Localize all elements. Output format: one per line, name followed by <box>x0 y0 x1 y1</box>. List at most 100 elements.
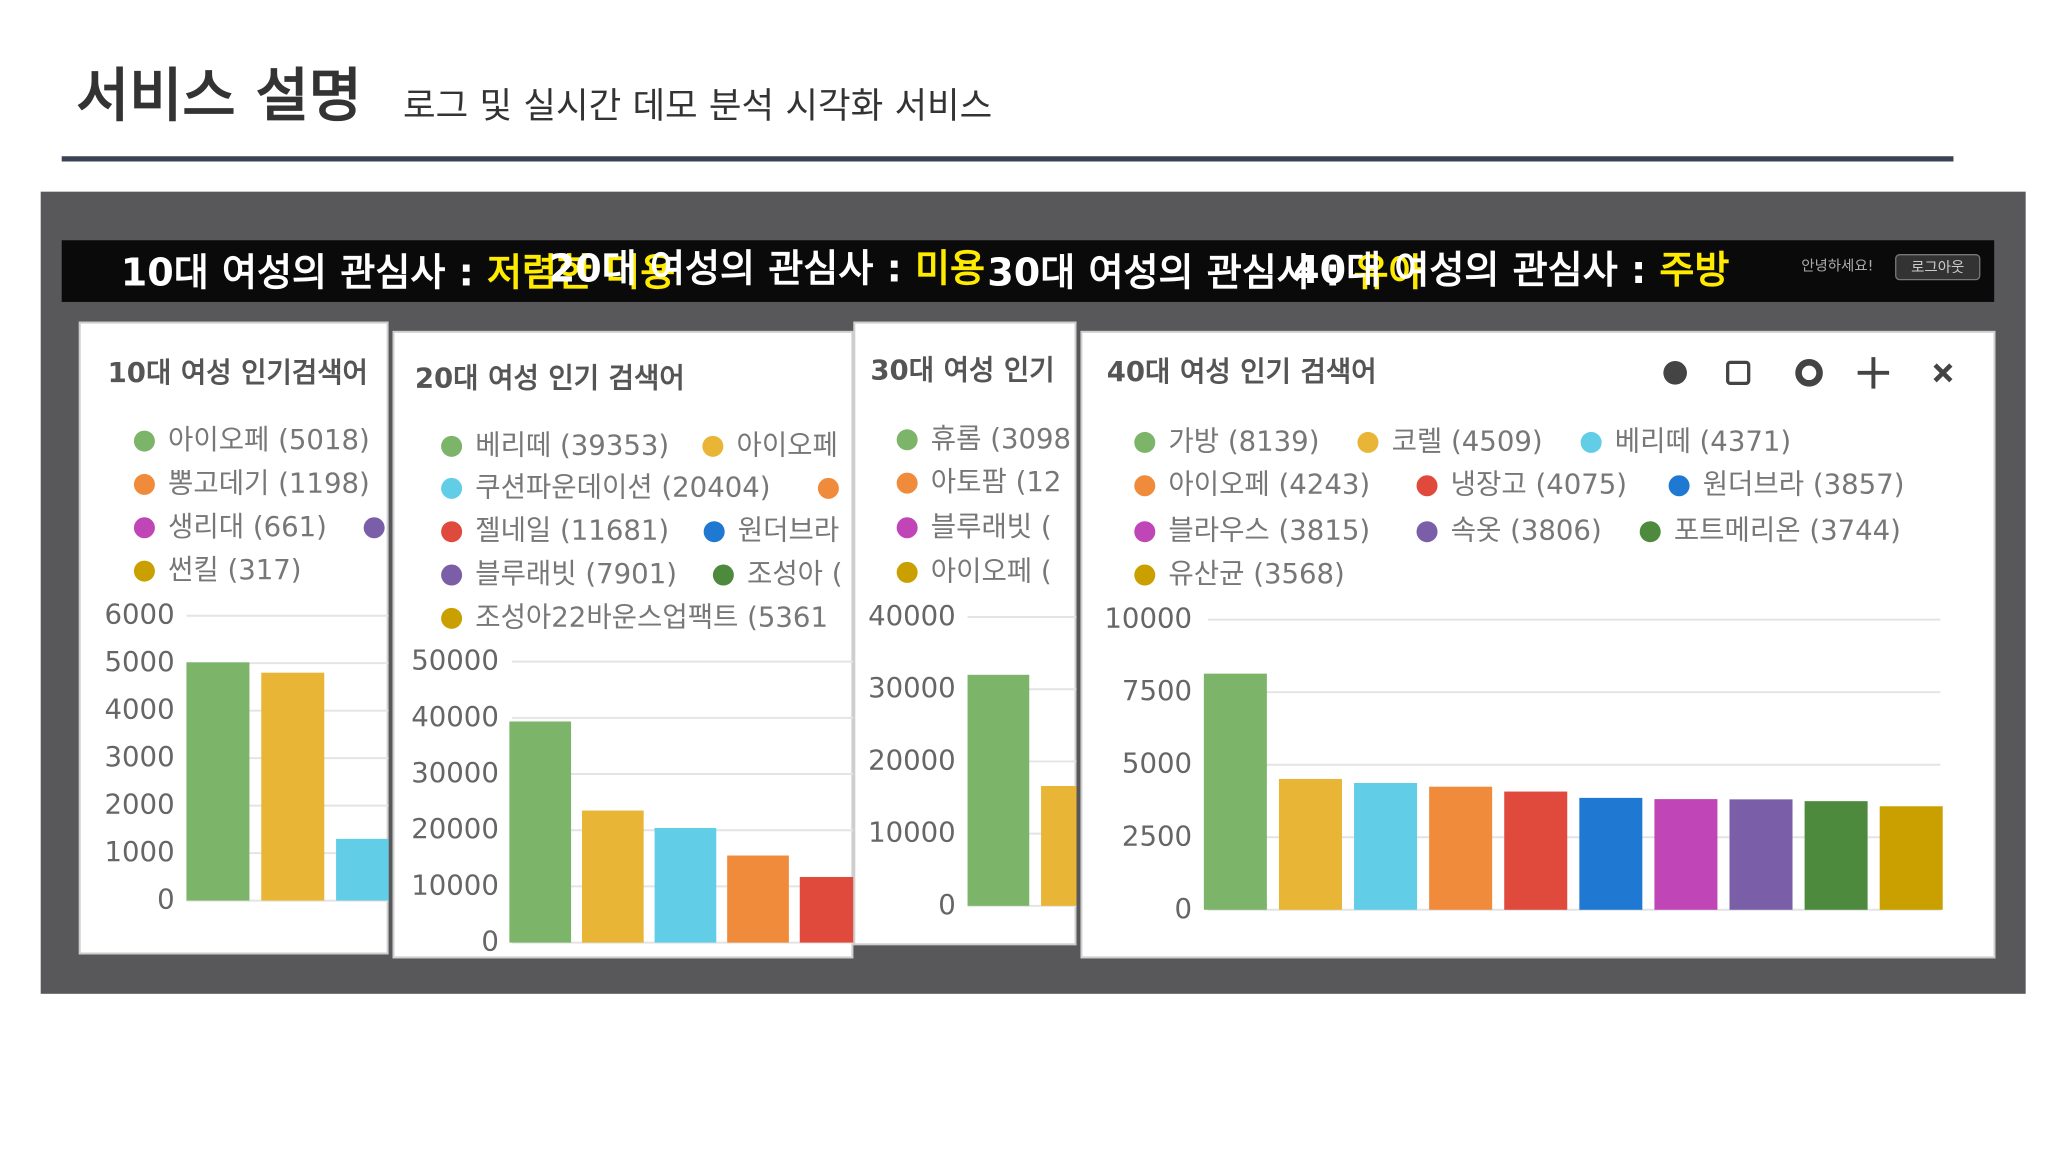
caption: 40대 여성의 관심사 : 주방 <box>1293 247 1729 291</box>
legend-dot <box>896 561 918 583</box>
caption: 20대 여성의 관심사 : 미용 <box>549 246 985 290</box>
bar <box>581 810 644 943</box>
legend-dot <box>703 521 725 543</box>
legend-dot <box>133 430 155 452</box>
logout-label[interactable]: 로그아웃 <box>1911 259 1964 276</box>
bar <box>1654 799 1718 910</box>
legend-label: 아이오페 <box>736 429 837 461</box>
y-tick-label: 4000 <box>104 694 174 726</box>
greeting: 안녕하세요! <box>1801 258 1873 275</box>
caption-label: 40대 여성의 관심사 : <box>1293 247 1646 291</box>
bar <box>799 876 854 943</box>
bar <box>509 721 572 943</box>
panel-bg <box>853 321 1077 946</box>
legend-dot <box>133 517 155 539</box>
legend-dot <box>1580 431 1602 453</box>
y-tick-label: 30000 <box>411 757 499 789</box>
bar <box>967 674 1030 906</box>
legend-label: 조성아22바운스업팩트 (5361 <box>475 601 828 633</box>
legend-label: 코렐 (4509) <box>1392 425 1543 457</box>
legend-dot <box>1416 475 1438 497</box>
bar <box>1504 791 1568 910</box>
legend-label: 휴롬 (3098 <box>931 423 1071 455</box>
legend-label: 베리떼 (39353) <box>475 429 669 461</box>
y-tick-label: 3000 <box>104 741 174 773</box>
legend-dot <box>702 435 724 457</box>
y-tick-label: 6000 <box>104 599 174 631</box>
legend-dot <box>441 607 463 629</box>
legend-dot <box>1357 431 1379 453</box>
caption-highlight: 미용 <box>915 246 985 290</box>
bar <box>1278 778 1342 910</box>
legend-dot <box>896 517 918 539</box>
legend-dot <box>896 472 918 494</box>
legend-dot <box>441 521 463 543</box>
legend-dot <box>441 435 463 457</box>
legend-dot <box>896 429 918 451</box>
y-tick-label: 0 <box>938 889 956 921</box>
bar <box>1879 806 1943 910</box>
caption-highlight: 저렴한 미용 <box>487 250 675 294</box>
bar <box>1804 801 1868 910</box>
bar <box>1041 785 1077 906</box>
legend-dot <box>817 477 839 499</box>
legend-label: 아이오페 (4243) <box>1168 469 1370 501</box>
y-tick-label: 1000 <box>104 836 174 868</box>
caption: 30대 여성의 관심사 : 유아 <box>987 250 1423 294</box>
legend-label: 블라우스 (3815) <box>1168 515 1370 547</box>
info-icon <box>1663 361 1687 385</box>
y-tick-label: 0 <box>1175 893 1193 925</box>
legend-label: 냉장고 (4075) <box>1451 469 1627 501</box>
y-tick-label: 40000 <box>868 600 956 632</box>
legend-label: 썬킬 (317) <box>168 554 302 586</box>
legend-dot <box>133 560 155 582</box>
legend-dot <box>363 517 385 539</box>
caption: 10대 여성의 관심사 : 저렴한 미용 <box>121 250 676 294</box>
y-tick-label: 7500 <box>1122 675 1192 707</box>
legend-dot <box>133 473 155 495</box>
close-icon <box>1933 363 1953 383</box>
panel-title: 20대 여성 인기 검색어 <box>415 362 685 394</box>
bar <box>186 662 250 901</box>
copy-icon <box>1726 360 1751 385</box>
legend-dot <box>1134 431 1156 453</box>
legend-dot <box>712 564 734 586</box>
panel-title: 10대 여성 인기검색어 <box>108 357 368 389</box>
legend-label: 원더브라 <box>738 515 839 547</box>
caption-label: 10대 여성의 관심사 : <box>121 250 474 294</box>
y-tick-label: 20000 <box>868 744 956 776</box>
y-tick-label: 50000 <box>411 645 499 677</box>
y-tick-label: 5000 <box>1122 748 1192 780</box>
legend-dot <box>1134 564 1156 586</box>
y-tick-label: 30000 <box>868 672 956 704</box>
y-tick-label: 20000 <box>411 813 499 845</box>
y-tick-label: 2500 <box>1122 820 1192 852</box>
legend-label: 블루래빗 (7901) <box>475 558 677 590</box>
legend-label: 아이오페 ( <box>931 555 1052 587</box>
legend-label: 원더브라 (3857) <box>1703 469 1905 501</box>
caption-label: 20대 여성의 관심사 : <box>549 246 902 290</box>
legend-label: 아토팜 (12 <box>931 466 1062 498</box>
bar <box>654 827 717 943</box>
legend-label: 유산균 (3568) <box>1168 558 1344 590</box>
y-tick-label: 2000 <box>104 789 174 821</box>
legend-dot <box>441 564 463 586</box>
y-tick-label: 10000 <box>1104 603 1192 635</box>
settings-icon <box>1795 359 1823 387</box>
y-tick-label: 5000 <box>104 646 174 678</box>
legend-label: 젤네일 (11681) <box>475 515 669 547</box>
caption-label: 30대 여성의 관심사 : <box>987 250 1340 294</box>
legend-dot <box>1668 475 1690 497</box>
bar <box>336 838 389 901</box>
y-tick-label: 0 <box>481 926 499 958</box>
legend-label: 뽕고데기 (1198) <box>168 467 370 499</box>
caption-highlight: 유아 <box>1353 250 1423 294</box>
legend-label: 생리대 (661) <box>168 511 327 543</box>
legend-label: 아이오페 (5018) <box>168 424 370 456</box>
logout-button[interactable] <box>1895 254 1981 281</box>
legend-label: 베리떼 (4371) <box>1615 425 1791 457</box>
